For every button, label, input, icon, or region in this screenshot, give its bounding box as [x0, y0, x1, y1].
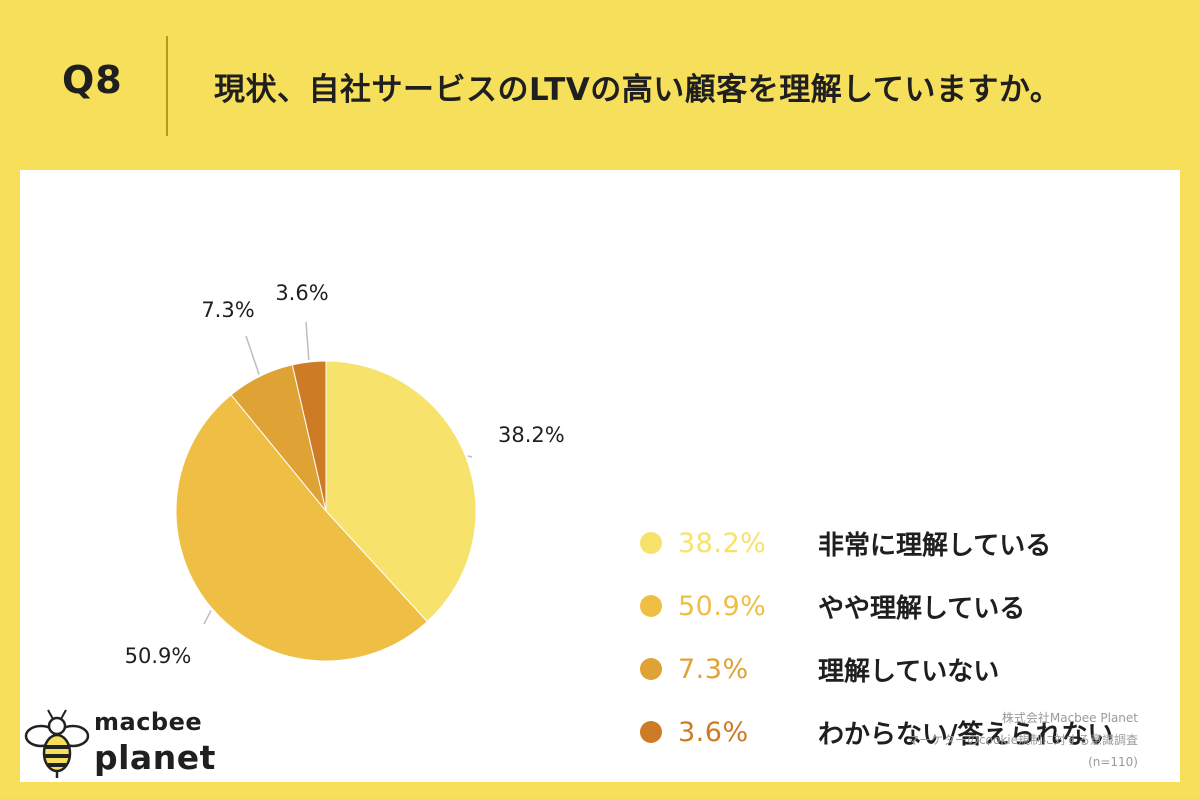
- legend-item-somewhat: 50.9% やや理解している: [640, 583, 1114, 629]
- header: Q8 現状、自社サービスのLTVの高い顧客を理解していますか。: [0, 0, 1200, 170]
- legend-percent: 50.9%: [678, 590, 767, 622]
- leader-line-very-well: [467, 455, 473, 458]
- bee-icon: [24, 709, 90, 778]
- legend-percent: 38.2%: [678, 527, 767, 559]
- chart-panel: 38.2% 50.9% 7.3% 3.6% 38.2% 非常に理解している 50.9% やや…: [20, 170, 1180, 782]
- logo-wordmark-bottom: planet: [94, 738, 216, 777]
- legend-percent: 7.3%: [678, 653, 749, 685]
- legend-percent: 3.6%: [678, 716, 749, 748]
- question-text: 現状、自社サービスのLTVの高い顧客を理解していますか。: [214, 72, 1062, 108]
- header-divider: [166, 36, 168, 136]
- legend-swatch-icon: [640, 658, 662, 680]
- legend-item-very-well: 38.2% 非常に理解している: [640, 520, 1114, 566]
- data-label-not: 7.3%: [201, 298, 254, 322]
- credits-sample: (n=110): [1088, 755, 1138, 769]
- question-number: Q8: [62, 58, 123, 102]
- pie-slice-unknown: [291, 360, 327, 512]
- logo-wordmark-top: macbee: [94, 708, 203, 736]
- legend-item-not: 7.3% 理解していない: [640, 646, 1114, 692]
- data-label-very-well: 38.2%: [498, 423, 565, 447]
- legend-label: わからない/答えられない: [818, 719, 1114, 750]
- data-label-unknown: 3.6%: [275, 281, 328, 305]
- legend-label: やや理解している: [818, 593, 1026, 624]
- credits-company: 株式会社Macbee Planet: [1001, 711, 1138, 725]
- legend-label: 非常に理解している: [818, 530, 1052, 561]
- credits-survey: マーケターのcookie規制に対する意識調査: [907, 733, 1138, 747]
- company-logo: macbee planet: [24, 706, 215, 786]
- pie-slice-very-well: [325, 360, 477, 623]
- legend: 38.2% 非常に理解している 50.9% やや理解している 7.3% 理解していない 3.…: [640, 520, 1114, 772]
- leader-line-somewhat: [203, 610, 212, 625]
- pie-chart: 38.2% 50.9% 7.3% 3.6%: [125, 281, 565, 668]
- legend-item-unknown: 3.6% わからない/答えられない: [640, 709, 1114, 755]
- leader-line-not: [245, 335, 260, 375]
- legend-swatch-icon: [640, 532, 662, 554]
- credits: 株式会社Macbee Planet マーケターのcookie規制に対する意識調査…: [907, 707, 1138, 773]
- pie-slice-somewhat: [175, 394, 429, 662]
- legend-swatch-icon: [640, 721, 662, 743]
- data-label-somewhat: 50.9%: [125, 644, 192, 668]
- leader-line-unknown: [305, 321, 310, 361]
- legend-swatch-icon: [640, 595, 662, 617]
- legend-label: 理解していない: [818, 656, 1000, 687]
